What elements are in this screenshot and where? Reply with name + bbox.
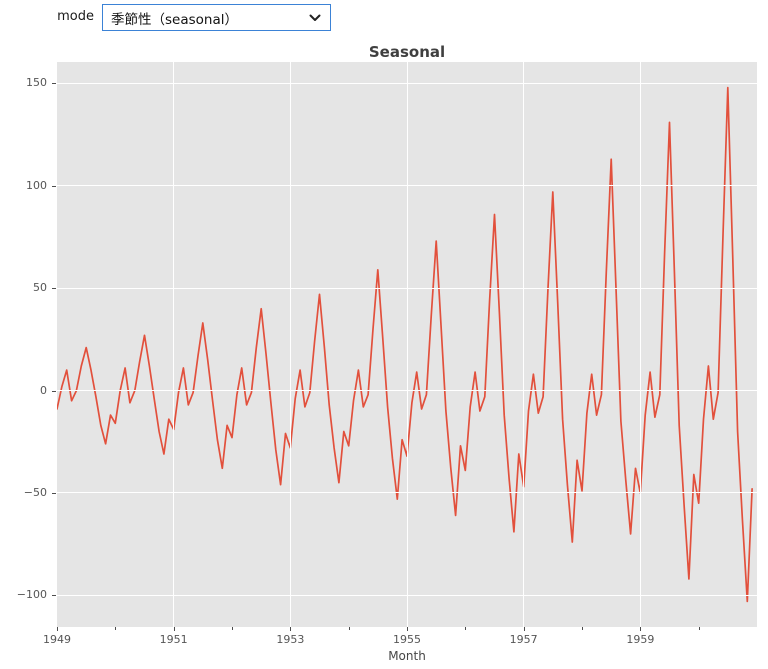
x-tick-label: 1955	[393, 633, 421, 646]
x-tick-mark	[640, 627, 642, 631]
x-tick-label: 1957	[509, 633, 538, 646]
y-tick-mark	[52, 83, 56, 85]
y-tick-label: −50	[23, 485, 47, 499]
x-tick-mark	[290, 627, 292, 631]
v-gridline	[289, 62, 291, 627]
x-tick-label: 1951	[159, 633, 188, 646]
y-tick-mark	[52, 595, 56, 597]
y-tick-label: 150	[26, 76, 47, 90]
x-tick-label: 1949	[43, 633, 71, 646]
mode-select-value: 季節性（seasonal）	[111, 11, 238, 28]
y-tick-mark	[52, 492, 56, 494]
x-tick-label: 1953	[276, 633, 305, 646]
mode-label: mode	[57, 9, 94, 24]
x-minor-tick-mark	[582, 627, 583, 630]
v-gridline	[639, 62, 641, 627]
x-tick-mark	[523, 627, 525, 631]
chart-title: Seasonal	[368, 43, 446, 61]
y-tick-label: −100	[16, 588, 47, 602]
seasonal-series-line	[57, 86, 753, 603]
y-tick-mark	[52, 288, 56, 290]
v-gridline	[173, 62, 175, 627]
y-tick-label: 0	[40, 383, 47, 397]
plot-area	[57, 62, 757, 627]
chevron-down-icon	[309, 14, 321, 21]
x-tick-mark	[57, 627, 58, 631]
x-minor-tick-mark	[348, 627, 350, 630]
x-minor-tick-mark	[698, 627, 700, 630]
x-tick-mark	[173, 627, 175, 631]
y-tick-label: 100	[26, 178, 47, 192]
mode-select[interactable]: 季節性（seasonal）	[102, 4, 331, 31]
y-tick-mark	[52, 185, 56, 187]
x-minor-tick-mark	[115, 627, 117, 630]
x-minor-tick-mark	[465, 627, 467, 630]
v-gridline	[406, 62, 408, 627]
y-tick-mark	[52, 390, 56, 392]
x-axis-label: Month	[388, 649, 426, 663]
x-minor-tick-mark	[232, 627, 233, 630]
y-tick-label: 50	[33, 281, 47, 295]
x-tick-label: 1959	[626, 633, 655, 646]
x-tick-mark	[407, 627, 408, 631]
v-gridline	[523, 62, 525, 627]
